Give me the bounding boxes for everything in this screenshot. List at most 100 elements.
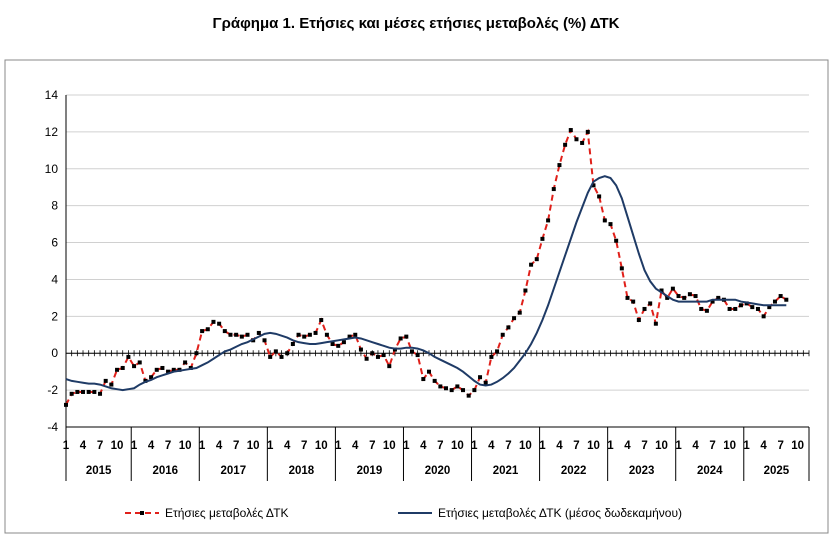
series-0-point-12 xyxy=(132,364,137,369)
series-0-point-83 xyxy=(534,257,539,262)
series-0-point-67 xyxy=(444,386,449,391)
x-month-label-96: 1 xyxy=(607,440,614,452)
x-year-label-2015: 2015 xyxy=(86,465,112,477)
series-0-point-111 xyxy=(693,294,698,299)
x-month-label-42: 7 xyxy=(301,440,307,452)
y-tick-label-5: 6 xyxy=(51,236,58,250)
x-year-label-2018: 2018 xyxy=(289,465,315,477)
series-0-point-72 xyxy=(472,388,477,393)
y-tick-label-7: 10 xyxy=(45,162,59,176)
series-0-point-25 xyxy=(205,327,210,332)
series-0-point-26 xyxy=(211,319,216,324)
series-0-point-37 xyxy=(273,349,278,354)
x-month-label-102: 7 xyxy=(641,440,647,452)
series-0-point-42 xyxy=(302,334,307,339)
series-0-point-1 xyxy=(69,391,74,396)
x-month-label-99: 4 xyxy=(624,440,631,452)
series-0-point-95 xyxy=(602,218,607,223)
series-0-point-16 xyxy=(154,367,159,372)
series-0-point-30 xyxy=(234,332,239,337)
series-0-point-78 xyxy=(506,325,511,330)
series-0-point-103 xyxy=(648,301,653,306)
series-0-point-34 xyxy=(256,330,261,335)
series-0-point-66 xyxy=(438,384,443,389)
series-0-point-79 xyxy=(512,316,517,321)
series-0-point-41 xyxy=(296,332,301,337)
series-0-point-4 xyxy=(86,389,91,394)
series-0-point-43 xyxy=(307,332,312,337)
series-0-point-24 xyxy=(200,329,205,334)
x-month-label-54: 7 xyxy=(369,440,375,452)
series-0-point-10 xyxy=(120,365,125,370)
y-tick-label-0: -4 xyxy=(47,420,58,434)
series-0-point-28 xyxy=(222,329,227,334)
series-0-point-76 xyxy=(495,349,500,354)
series-0-point-55 xyxy=(375,354,380,359)
series-0-point-48 xyxy=(336,343,341,348)
y-tick-label-2: 0 xyxy=(51,346,58,360)
series-0-point-50 xyxy=(347,334,352,339)
series-0-point-101 xyxy=(636,318,641,323)
series-0-point-109 xyxy=(682,295,687,300)
legend-label-0: Ετήσιες μεταβολές ΔΤΚ xyxy=(165,506,289,520)
y-tick-label-8: 12 xyxy=(45,125,59,139)
series-0-point-46 xyxy=(324,332,329,337)
series-0-point-123 xyxy=(761,314,766,319)
chart-title: Γράφημα 1. Ετήσιες και μέσες ετήσιες μετ… xyxy=(213,15,620,32)
series-0-point-127 xyxy=(784,297,789,302)
series-0-point-17 xyxy=(160,365,165,370)
x-month-label-24: 1 xyxy=(199,440,206,452)
series-0-point-57 xyxy=(387,364,392,369)
series-0-point-53 xyxy=(364,356,369,361)
series-0-point-49 xyxy=(341,340,346,345)
series-0-point-40 xyxy=(290,342,295,346)
series-0-point-119 xyxy=(738,303,743,308)
series-0-point-114 xyxy=(710,299,715,304)
series-0-point-59 xyxy=(398,336,403,341)
x-month-label-36: 1 xyxy=(267,440,274,452)
series-0-point-54 xyxy=(370,351,375,356)
x-month-label-81: 10 xyxy=(519,440,532,452)
series-0-point-91 xyxy=(580,140,585,145)
series-0-point-44 xyxy=(313,330,318,335)
x-month-label-12: 1 xyxy=(131,440,138,452)
x-month-label-45: 10 xyxy=(315,440,328,452)
series-0-point-21 xyxy=(183,360,188,365)
x-month-label-93: 10 xyxy=(587,440,600,452)
series-0-point-118 xyxy=(733,306,738,311)
series-0-point-9 xyxy=(115,367,120,372)
series-0-point-51 xyxy=(353,332,358,337)
x-year-label-2021: 2021 xyxy=(493,465,519,477)
series-0-point-56 xyxy=(381,353,386,358)
series-0-point-31 xyxy=(239,334,244,339)
x-month-label-18: 7 xyxy=(165,440,171,452)
series-0-point-62 xyxy=(415,353,420,358)
x-year-label-2016: 2016 xyxy=(152,465,178,477)
series-0-point-77 xyxy=(500,332,505,337)
series-0-point-88 xyxy=(563,142,568,147)
y-tick-label-3: 2 xyxy=(51,309,58,323)
series-0-point-68 xyxy=(449,388,454,393)
series-0-point-2 xyxy=(75,389,80,394)
x-year-label-2017: 2017 xyxy=(221,465,247,477)
series-0-point-73 xyxy=(478,375,483,380)
series-0-point-96 xyxy=(608,222,613,227)
series-0-point-97 xyxy=(614,238,619,243)
legend-marker-0 xyxy=(140,511,144,515)
series-0-point-81 xyxy=(523,288,528,293)
series-0-point-84 xyxy=(540,236,545,241)
series-0-point-117 xyxy=(727,306,732,311)
series-0-point-105 xyxy=(659,288,664,293)
series-0-point-110 xyxy=(687,292,692,297)
y-tick-label-9: 14 xyxy=(45,88,59,102)
series-0-point-29 xyxy=(228,332,233,337)
y-tick-label-1: -2 xyxy=(47,383,58,397)
x-month-label-21: 10 xyxy=(179,440,192,452)
series-0-point-35 xyxy=(262,338,267,343)
x-month-label-51: 4 xyxy=(352,440,359,452)
series-0-point-18 xyxy=(166,369,171,374)
x-month-label-39: 4 xyxy=(284,440,291,452)
x-month-label-15: 4 xyxy=(148,440,155,452)
series-0-point-90 xyxy=(574,137,579,142)
